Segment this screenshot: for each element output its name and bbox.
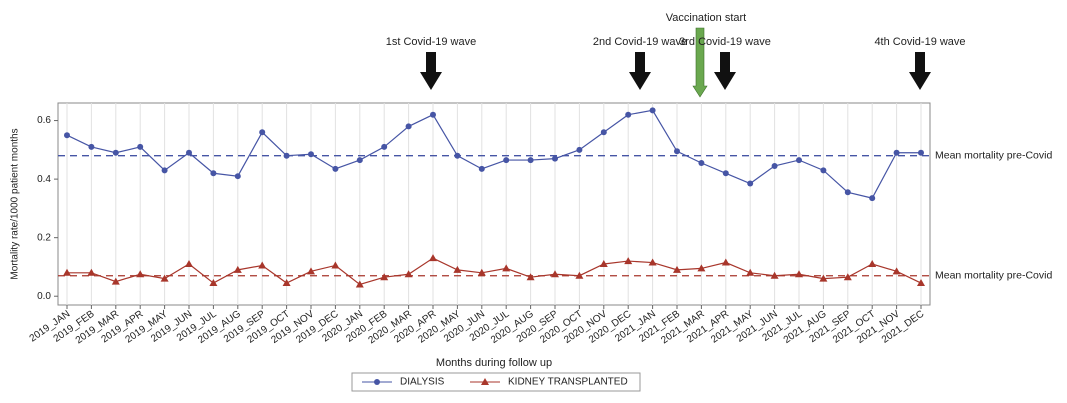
data-point [503,157,510,164]
data-point [697,264,706,272]
data-point [796,157,802,164]
data-point [843,273,852,281]
data-point [429,254,437,262]
data-point [185,260,193,268]
data-point [918,149,924,156]
data-point [526,273,535,281]
y-tick-label: 0.4 [37,174,51,185]
series-line [66,109,921,199]
data-point [771,162,778,169]
data-point [599,260,608,268]
data-point [404,270,413,278]
data-point [892,267,901,275]
plot-frame [57,102,931,306]
data-point [454,152,461,159]
data-point [112,149,119,156]
data-point [233,265,242,273]
data-point [477,268,486,276]
reference-label: Mean mortality pre-Covid [935,149,1052,161]
data-point [209,279,218,287]
data-point [795,270,803,278]
legend-label: DIALYSIS [400,377,445,388]
data-point [600,129,607,136]
data-point [258,261,267,269]
data-point [844,189,851,196]
data-point [721,258,730,266]
annotation-arrow [629,52,651,90]
data-point [575,271,584,279]
data-point [624,257,633,265]
data-point [88,143,95,150]
data-point [381,143,388,150]
y-axis-label: Mortality rate/1000 patient months [10,128,21,279]
data-point [576,146,583,153]
legend-marker [481,378,489,385]
data-point [356,157,363,164]
data-point [770,271,779,279]
data-point [64,132,70,139]
data-point [160,274,169,282]
data-point [63,268,71,276]
data-point [283,152,290,159]
annotation-arrow [420,52,442,90]
data-point [186,149,192,156]
data-point [722,170,729,177]
data-point [698,160,705,167]
data-point [136,270,145,278]
data-point [527,157,534,164]
data-point [111,277,120,285]
data-point [478,165,485,172]
series-line [67,257,922,286]
data-point [308,151,314,158]
annotation-arrow [692,27,708,98]
annotation-label: 3rd Covid-19 wave [679,36,771,48]
data-point [819,274,828,282]
data-point [648,258,657,266]
data-point [430,111,436,118]
reference-label: Mean mortality pre-Covid [935,270,1052,282]
data-point [405,123,412,130]
data-point [210,170,217,177]
data-point [917,279,925,287]
data-point [552,155,558,162]
annotation-label: 4th Covid-19 wave [874,36,965,48]
data-point [282,279,291,287]
data-point [259,129,266,136]
y-tick-label: 0.6 [37,115,51,126]
data-point [307,267,315,275]
legend-label: KIDNEY TRANSPLANTED [508,377,628,388]
data-point [625,111,632,118]
data-point [893,149,900,156]
annotation-label: 2nd Covid-19 wave [593,36,687,48]
data-point [674,148,680,155]
legend-marker [374,379,380,385]
data-point [355,280,364,288]
data-point [453,265,462,273]
data-point [551,270,559,278]
data-point [869,195,876,202]
data-point [673,265,681,273]
data-point [332,165,339,172]
data-point [649,107,656,114]
data-point [868,260,877,268]
data-point [137,143,144,150]
annotation-label: Vaccination start [666,12,747,24]
data-point [746,268,755,276]
data-point [380,273,389,281]
y-tick-label: 0.2 [37,232,51,243]
data-point [747,180,754,187]
annotation-arrow [714,52,736,90]
data-point [87,268,96,276]
data-point [331,261,340,269]
data-point [234,173,241,180]
annotation-label: 1st Covid-19 wave [386,36,477,48]
data-point [820,167,827,174]
annotation-arrow [909,52,931,90]
data-point [161,167,168,174]
y-tick-label: 0.0 [37,291,51,302]
x-axis-label: Months during follow up [436,357,552,369]
data-point [502,264,511,272]
